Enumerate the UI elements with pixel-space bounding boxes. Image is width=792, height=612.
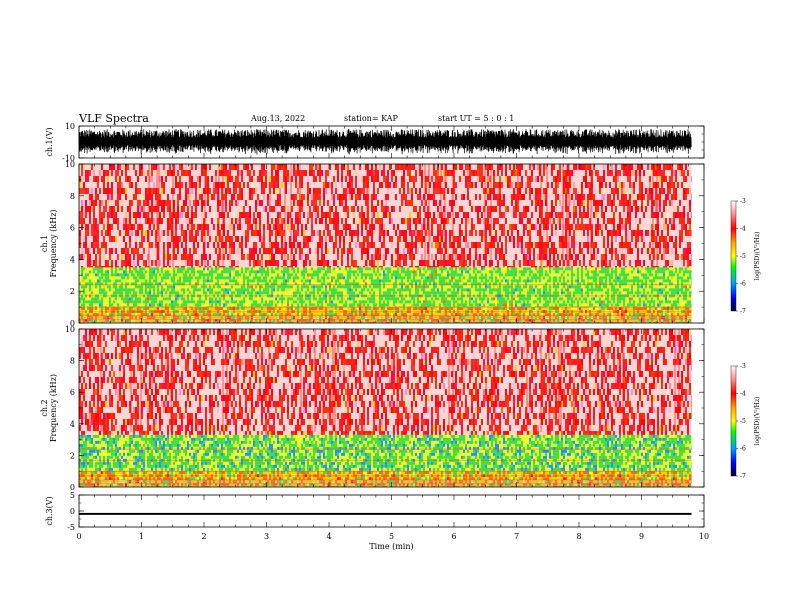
colorbar-1 <box>730 200 737 312</box>
panel2-ylabel: ch.1 <box>40 235 49 252</box>
xtick-label: 8 <box>576 532 581 541</box>
colorbar-2 <box>730 365 737 477</box>
panel3-ytick-label: 8 <box>70 357 75 366</box>
xtick-label: 5 <box>389 532 394 541</box>
colorbar-2-tick: -5 <box>740 418 746 425</box>
colorbar-1-label: log(PSD)(V²/Hz) <box>754 232 761 281</box>
ch1-waveform-line <box>78 129 692 155</box>
colorbar-1-tick: -7 <box>740 308 746 315</box>
panel4-ytick-label: 0 <box>70 507 75 516</box>
xtick-label: 7 <box>514 532 519 541</box>
x-axis-title: Time (min) <box>369 542 413 551</box>
panel1-ytick-label: -10 <box>62 154 75 163</box>
ch2-spectrogram-image <box>79 329 704 487</box>
xtick-label: 10 <box>699 532 709 541</box>
colorbar-1-tick: -5 <box>740 253 746 260</box>
panel3-ytick-label: 2 <box>70 451 75 460</box>
colorbar-2-tick: -6 <box>740 446 746 453</box>
xtick-label: 6 <box>451 532 456 541</box>
panel3-ylabel: Frequency (kHz) <box>49 374 58 442</box>
panel3-ylabel: ch.2 <box>40 399 49 416</box>
panel3-ytick-label: 4 <box>70 420 75 429</box>
panel2-ytick-label: 2 <box>70 287 75 296</box>
panel4-ylabel: ch.3(V) <box>45 496 54 525</box>
colorbar-2-label: log(PSD)(V²/Hz) <box>754 397 761 446</box>
colorbar-1-tick: -4 <box>740 226 746 233</box>
panel1-ylabel: ch.1(V) <box>45 127 54 156</box>
date-label: Aug.13, 2022 <box>251 114 306 123</box>
station-label: station= KAP <box>344 114 398 123</box>
panel3-ytick-label: 0 <box>70 483 75 492</box>
colorbar-2-tick: -3 <box>740 363 746 370</box>
colorbar-1-tick: -3 <box>740 198 746 205</box>
figure-title: VLF Spectra <box>79 112 149 125</box>
ch3-waveform-line <box>79 512 692 515</box>
xtick-label: 1 <box>139 532 144 541</box>
panel3-ytick-label: 10 <box>65 325 75 334</box>
panel2-ytick-label: 10 <box>65 160 75 169</box>
panel3-ytick-label: 6 <box>70 388 75 397</box>
ch1-spectrogram-image <box>79 164 704 323</box>
colorbar-1-tick: -6 <box>740 281 746 288</box>
panel2-ytick-label: 8 <box>70 192 75 201</box>
panel2-ylabel: Frequency (kHz) <box>49 209 58 277</box>
panel2-ytick-label: 4 <box>70 255 75 264</box>
xtick-label: 4 <box>326 532 331 541</box>
colorbar-2-tick: -4 <box>740 391 746 398</box>
xtick-label: 0 <box>76 532 81 541</box>
panel1-ytick-label: 10 <box>65 122 75 131</box>
panel4-ytick-label: -5 <box>67 523 75 532</box>
xtick-label: 9 <box>639 532 644 541</box>
xtick-label: 3 <box>264 532 269 541</box>
panel2-ytick-label: 0 <box>70 319 75 328</box>
xtick-label: 2 <box>201 532 206 541</box>
colorbar-2-tick: -7 <box>740 473 746 480</box>
panel4-ytick-label: 5 <box>70 491 75 500</box>
start-ut-label: start UT = 5 : 0 : 1 <box>438 114 515 123</box>
panel2-ytick-label: 6 <box>70 224 75 233</box>
